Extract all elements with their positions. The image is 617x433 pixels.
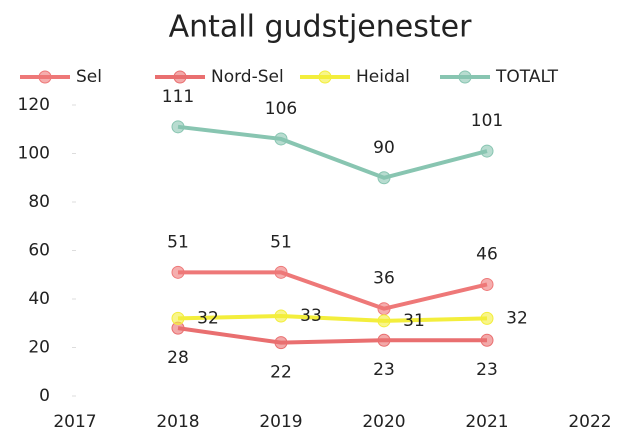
data-label: 51: [167, 232, 189, 252]
legend-label: Heidal: [356, 67, 410, 87]
point: [480, 333, 494, 347]
point: [480, 311, 494, 325]
data-label: 32: [506, 308, 528, 328]
point: [274, 132, 288, 146]
legend-label: Sel: [76, 67, 102, 87]
data-label: 111: [162, 87, 194, 107]
point: [377, 333, 391, 347]
x-tick-label: 2021: [465, 412, 508, 432]
point: [377, 314, 391, 328]
chart-title: Antall gudstjenester: [169, 10, 472, 45]
point: [274, 336, 288, 350]
y-tick-label: 20: [28, 338, 50, 358]
point: [171, 120, 185, 134]
data-label: 51: [270, 232, 292, 252]
x-tick-label: 2022: [568, 412, 611, 432]
point: [377, 302, 391, 316]
y-tick-label: 100: [18, 144, 50, 164]
series-line: [178, 270, 488, 311]
series-line: [177, 326, 487, 345]
point: [480, 277, 494, 291]
y-tick-label: 0: [39, 386, 50, 406]
legend-label: TOTALT: [495, 67, 559, 87]
data-label: 28: [167, 348, 189, 368]
x-tick-label: 2017: [53, 412, 96, 432]
series-line: [177, 124, 488, 180]
data-label: 23: [476, 360, 498, 380]
x-tick-label: 2020: [362, 412, 405, 432]
y-tick-label: 120: [18, 95, 50, 115]
data-label: 36: [373, 269, 395, 289]
point: [274, 265, 288, 279]
legend-marker: [458, 70, 472, 84]
legend-label: Nord-Sel: [211, 67, 284, 87]
point: [480, 144, 494, 158]
data-label: 31: [403, 311, 425, 331]
x-tick-label: 2019: [259, 412, 302, 432]
data-label: 33: [300, 306, 322, 326]
point: [171, 311, 185, 325]
x-tick-label: 2018: [156, 412, 199, 432]
legend-marker: [318, 70, 332, 84]
y-tick-label: 60: [28, 241, 50, 261]
point: [171, 265, 185, 279]
data-label: 46: [476, 244, 498, 264]
data-label: 101: [471, 111, 503, 131]
y-tick-label: 40: [28, 289, 50, 309]
data-label: 22: [270, 363, 292, 383]
data-label: 90: [373, 138, 395, 158]
y-tick-label: 80: [28, 192, 50, 212]
data-label: 106: [265, 99, 297, 119]
data-label: 32: [197, 308, 219, 328]
point: [274, 309, 288, 323]
point: [377, 171, 391, 185]
data-label: 23: [373, 360, 395, 380]
legend-marker: [173, 70, 187, 84]
series-line: [177, 313, 488, 323]
legend-marker: [38, 70, 52, 84]
